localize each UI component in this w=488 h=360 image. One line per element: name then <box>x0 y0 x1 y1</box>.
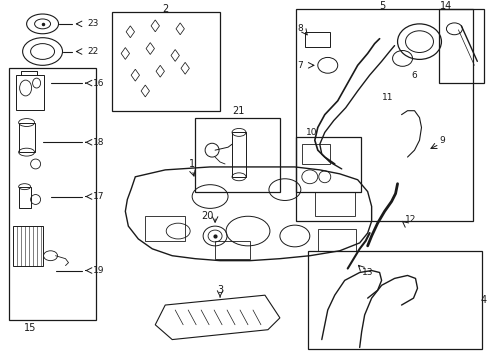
Text: 19: 19 <box>93 266 105 275</box>
Bar <box>19 122 35 152</box>
Bar <box>317 229 355 251</box>
Text: 2: 2 <box>162 4 168 14</box>
Text: 5: 5 <box>379 1 385 11</box>
Bar <box>301 144 329 164</box>
Text: 10: 10 <box>305 128 317 137</box>
Text: 18: 18 <box>93 138 105 147</box>
Text: 23: 23 <box>87 19 99 28</box>
Text: 13: 13 <box>361 268 373 277</box>
Text: 16: 16 <box>93 78 105 87</box>
Bar <box>232 132 245 177</box>
Bar <box>9 68 96 320</box>
Bar <box>112 12 220 111</box>
Text: 3: 3 <box>217 285 223 295</box>
Bar <box>13 226 42 266</box>
Text: 7: 7 <box>297 61 302 70</box>
Bar <box>195 118 279 192</box>
Text: 6: 6 <box>411 71 417 80</box>
Bar <box>215 241 249 259</box>
Text: 15: 15 <box>24 323 37 333</box>
Text: 17: 17 <box>93 192 105 201</box>
Text: 21: 21 <box>231 106 244 116</box>
Text: 14: 14 <box>440 1 452 11</box>
Bar <box>145 216 185 241</box>
Bar <box>16 75 43 110</box>
Text: 8: 8 <box>297 24 302 33</box>
Bar <box>304 32 329 46</box>
Text: 1: 1 <box>189 159 195 169</box>
Bar <box>19 187 31 208</box>
Text: 20: 20 <box>201 211 213 221</box>
Text: 22: 22 <box>87 47 99 56</box>
Bar <box>439 9 483 83</box>
Bar <box>314 192 354 216</box>
Text: 11: 11 <box>381 93 392 102</box>
Bar <box>307 251 481 350</box>
Bar <box>295 137 360 192</box>
Text: 9: 9 <box>439 136 444 145</box>
Bar <box>295 9 472 221</box>
Text: 12: 12 <box>404 215 415 224</box>
Text: 4: 4 <box>479 295 486 305</box>
